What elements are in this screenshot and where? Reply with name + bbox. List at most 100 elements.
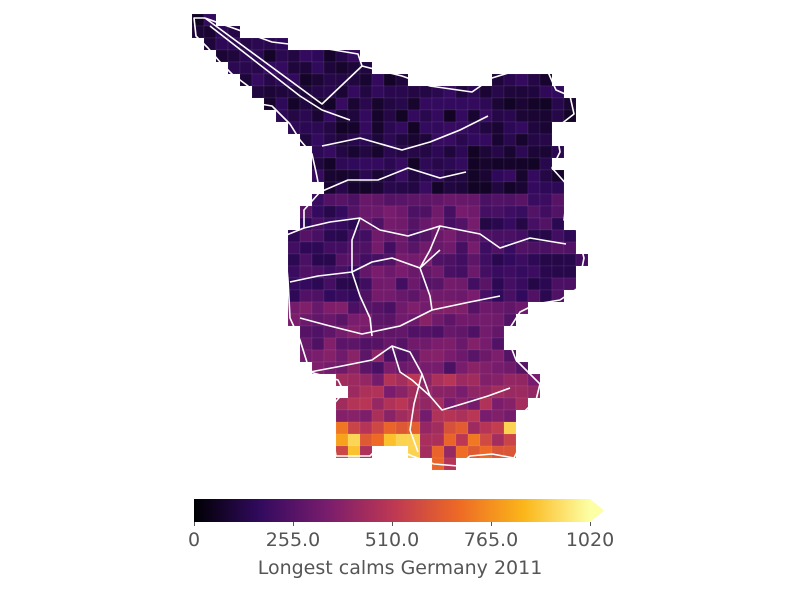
grid-cell (347, 121, 361, 135)
grid-cell (299, 325, 313, 339)
grid-cell (503, 265, 517, 279)
grid-cell (335, 349, 349, 363)
grid-cell (407, 337, 421, 351)
grid-cell (311, 253, 325, 267)
grid-cell (311, 49, 325, 63)
grid-cell (383, 385, 397, 399)
grid-cell (539, 205, 553, 219)
grid-cell (359, 241, 373, 255)
colorbar-tick-label: 1020 (565, 529, 615, 551)
grid-cell (491, 217, 505, 231)
grid-cell (443, 145, 457, 159)
grid-cell (299, 241, 313, 255)
grid-cell (479, 421, 493, 435)
state-borders (193, 17, 585, 467)
state-border (351, 217, 361, 272)
grid-cell (359, 229, 373, 243)
grid-cell (371, 361, 385, 375)
grid-cell (443, 313, 457, 327)
grid-cell (467, 133, 481, 147)
grid-cell (563, 253, 577, 267)
grid-cell (479, 301, 493, 315)
grid-cell (563, 265, 577, 279)
grid-cell (503, 229, 517, 243)
grid-cell (443, 109, 457, 123)
grid-cell (395, 85, 409, 99)
grid-cell (539, 169, 553, 183)
grid-cell (395, 349, 409, 363)
grid-cell (515, 145, 529, 159)
grid-cell (503, 169, 517, 183)
grid-cell (503, 73, 517, 87)
grid-cell (539, 217, 553, 231)
grid-cell (467, 193, 481, 207)
grid-cell (275, 85, 289, 99)
grid-cell (311, 229, 325, 243)
grid-cell (515, 205, 529, 219)
grid-cell (407, 193, 421, 207)
grid-cell (467, 361, 481, 375)
grid-cell (287, 241, 301, 255)
grid-cell (371, 433, 385, 447)
grid-cell (563, 229, 577, 243)
grid-cell (455, 361, 469, 375)
grid-cell (455, 121, 469, 135)
grid-cell (491, 85, 505, 99)
grid-cell (503, 181, 517, 195)
grid-cell (203, 25, 217, 39)
grid-cell (371, 265, 385, 279)
grid-cell (527, 169, 541, 183)
grid-cell (455, 373, 469, 387)
grid-cell (347, 373, 361, 387)
grid-cell (467, 157, 481, 171)
grid-cell (515, 253, 529, 267)
grid-cell (419, 205, 433, 219)
grid-cell (539, 109, 553, 123)
grid-cell (467, 325, 481, 339)
grid-cell (407, 85, 421, 99)
grid-cell (371, 409, 385, 423)
grid-cell (287, 97, 301, 111)
grid-cell (455, 325, 469, 339)
grid-cell (503, 421, 517, 435)
grid-cell (287, 49, 301, 63)
grid-cell (503, 301, 517, 315)
grid-cell (299, 49, 313, 63)
grid-cell (443, 301, 457, 315)
state-border (193, 17, 585, 467)
grid-cell (479, 277, 493, 291)
grid-cell (371, 301, 385, 315)
grid-cell (311, 241, 325, 255)
grid-cell (467, 217, 481, 231)
grid-cell (551, 277, 565, 291)
grid-cell (467, 421, 481, 435)
grid-cell (371, 313, 385, 327)
grid-cell (455, 313, 469, 327)
grid-cell (371, 205, 385, 219)
grid-cell (467, 313, 481, 327)
grid-cell (299, 253, 313, 267)
grid-cell (419, 421, 433, 435)
grid-cell (215, 37, 229, 51)
grid-cell (443, 193, 457, 207)
grid-cell (287, 61, 301, 75)
grid-cell (359, 433, 373, 447)
grid-cell (503, 361, 517, 375)
grid-cell (383, 133, 397, 147)
grid-cell (371, 289, 385, 303)
grid-cell (419, 145, 433, 159)
grid-cell (227, 49, 241, 63)
colorbar-label: Longest calms Germany 2011 (257, 557, 543, 579)
grid-cell (251, 37, 265, 51)
grid-cell (323, 253, 337, 267)
grid-cell (383, 181, 397, 195)
grid-cell (419, 109, 433, 123)
grid-cell (491, 325, 505, 339)
grid-cell (419, 337, 433, 351)
grid-cell (479, 241, 493, 255)
grid-cell (383, 157, 397, 171)
grid-cell (515, 397, 529, 411)
grid-cell (479, 433, 493, 447)
grid-cell (479, 397, 493, 411)
grid-cell (431, 421, 445, 435)
